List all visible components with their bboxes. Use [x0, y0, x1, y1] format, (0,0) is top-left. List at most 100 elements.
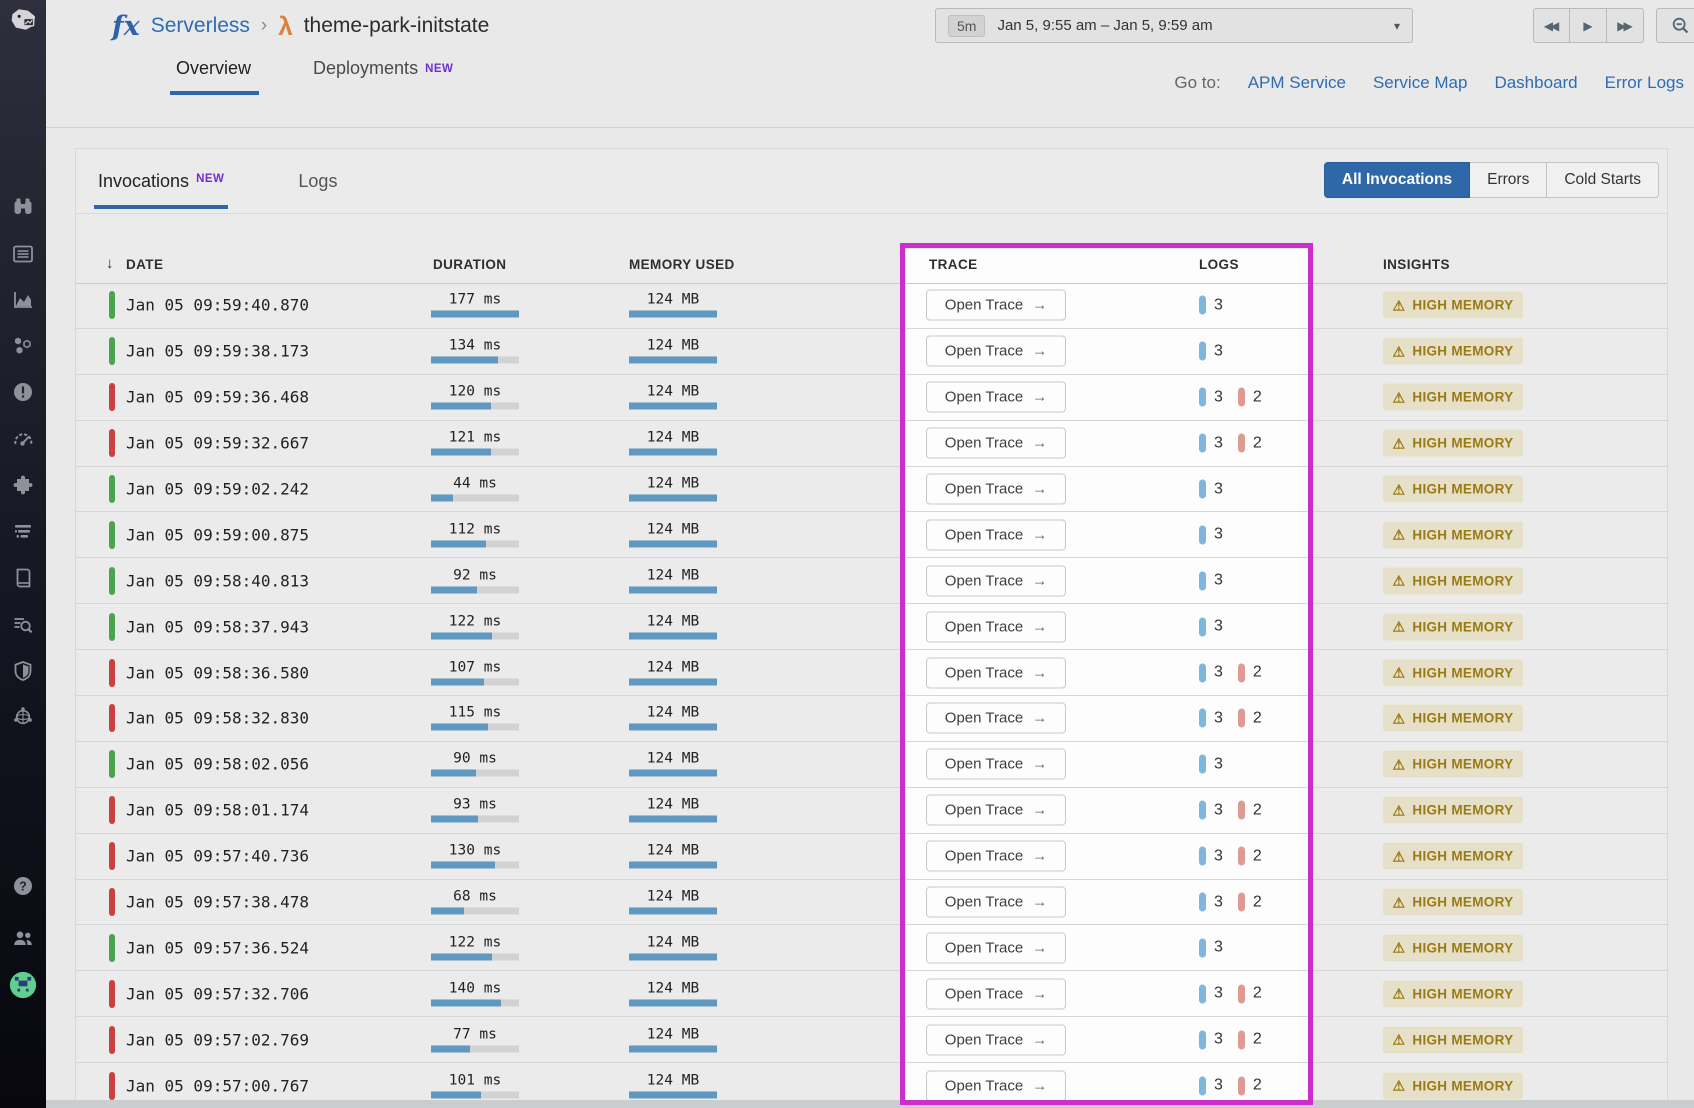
invocation-row[interactable]: Jan 05 09:59:32.667 121 ms 124 MB Open T… — [76, 421, 1667, 467]
error-log-count[interactable]: 2 — [1238, 801, 1262, 820]
invocation-row[interactable]: Jan 05 09:59:36.468 120 ms 124 MB Open T… — [76, 375, 1667, 421]
invocation-row[interactable]: Jan 05 09:58:40.813 92 ms 124 MB Open Tr… — [76, 558, 1667, 604]
invocation-row[interactable]: Jan 05 09:58:36.580 107 ms 124 MB Open T… — [76, 650, 1667, 696]
help-icon[interactable]: ? — [11, 874, 35, 898]
error-log-count[interactable]: 2 — [1238, 663, 1262, 682]
notebooks-icon[interactable] — [11, 566, 35, 590]
info-log-count[interactable]: 3 — [1199, 801, 1223, 820]
info-log-count[interactable]: 3 — [1199, 938, 1223, 957]
open-trace-button[interactable]: Open Trace→ — [926, 795, 1066, 826]
info-log-count[interactable]: 3 — [1199, 709, 1223, 728]
error-log-count[interactable]: 2 — [1238, 709, 1262, 728]
error-log-count[interactable]: 2 — [1238, 893, 1262, 912]
open-trace-button[interactable]: Open Trace→ — [926, 887, 1066, 918]
open-trace-button[interactable]: Open Trace→ — [926, 336, 1066, 367]
goto-dashboard[interactable]: Dashboard — [1494, 73, 1577, 93]
info-log-count[interactable]: 3 — [1199, 525, 1223, 544]
invocation-row[interactable]: Jan 05 09:57:02.769 77 ms 124 MB Open Tr… — [76, 1017, 1667, 1063]
open-trace-button[interactable]: Open Trace→ — [926, 1070, 1066, 1100]
open-trace-button[interactable]: Open Trace→ — [926, 565, 1066, 596]
open-trace-button[interactable]: Open Trace→ — [926, 474, 1066, 505]
logs-icon[interactable] — [11, 613, 35, 637]
logs-cell[interactable]: 3 — [1199, 571, 1223, 590]
tab-logs[interactable]: Logs — [298, 149, 337, 213]
open-trace-button[interactable]: Open Trace→ — [926, 703, 1066, 734]
info-log-count[interactable]: 3 — [1199, 1030, 1223, 1049]
logs-cell[interactable]: 3 — [1199, 617, 1223, 636]
logs-cell[interactable]: 3 2 — [1199, 984, 1262, 1003]
info-log-count[interactable]: 3 — [1199, 847, 1223, 866]
logs-cell[interactable]: 3 — [1199, 296, 1223, 315]
traces-icon[interactable] — [11, 520, 35, 544]
invocation-row[interactable]: Jan 05 09:59:38.173 134 ms 124 MB Open T… — [76, 329, 1667, 375]
invocation-row[interactable]: Jan 05 09:59:02.242 44 ms 124 MB Open Tr… — [76, 467, 1667, 513]
goto-apm-service[interactable]: APM Service — [1248, 73, 1346, 93]
info-log-count[interactable]: 3 — [1199, 663, 1223, 682]
invocation-row[interactable]: Jan 05 09:57:40.736 130 ms 124 MB Open T… — [76, 834, 1667, 880]
open-trace-button[interactable]: Open Trace→ — [926, 657, 1066, 688]
integrations-icon[interactable] — [11, 474, 35, 498]
info-log-count[interactable]: 3 — [1199, 434, 1223, 453]
invocation-row[interactable]: Jan 05 09:57:38.478 68 ms 124 MB Open Tr… — [76, 880, 1667, 926]
open-trace-button[interactable]: Open Trace→ — [926, 932, 1066, 963]
apm-gauge-icon[interactable] — [11, 427, 35, 451]
time-range-picker[interactable]: 5m Jan 5, 9:55 am – Jan 5, 9:59 am ▾ — [935, 8, 1413, 43]
events-icon[interactable] — [11, 242, 35, 266]
invocation-row[interactable]: Jan 05 09:58:32.830 115 ms 124 MB Open T… — [76, 696, 1667, 742]
time-play-button[interactable]: ▶ — [1570, 8, 1607, 43]
logs-cell[interactable]: 3 2 — [1199, 709, 1262, 728]
logs-cell[interactable]: 3 2 — [1199, 1076, 1262, 1095]
info-log-count[interactable]: 3 — [1199, 571, 1223, 590]
invocation-row[interactable]: Jan 05 09:57:32.706 140 ms 124 MB Open T… — [76, 971, 1667, 1017]
filter-cold-starts[interactable]: Cold Starts — [1547, 162, 1659, 198]
error-log-count[interactable]: 2 — [1238, 1076, 1262, 1095]
column-header-insights[interactable]: INSIGHTS — [1383, 257, 1450, 272]
tab-overview[interactable]: Overview — [176, 58, 251, 95]
logs-cell[interactable]: 3 2 — [1199, 847, 1262, 866]
info-log-count[interactable]: 3 — [1199, 388, 1223, 407]
monitors-icon[interactable] — [11, 380, 35, 404]
info-log-count[interactable]: 3 — [1199, 617, 1223, 636]
breadcrumb-serverless-link[interactable]: Serverless — [151, 14, 250, 38]
time-forward-button[interactable]: ▶▶ — [1607, 8, 1644, 43]
error-log-count[interactable]: 2 — [1238, 1030, 1262, 1049]
logs-cell[interactable]: 3 — [1199, 755, 1223, 774]
info-log-count[interactable]: 3 — [1199, 893, 1223, 912]
info-log-count[interactable]: 3 — [1199, 984, 1223, 1003]
goto-service-map[interactable]: Service Map — [1373, 73, 1467, 93]
info-log-count[interactable]: 3 — [1199, 1076, 1223, 1095]
metrics-icon[interactable] — [11, 288, 35, 312]
logs-cell[interactable]: 3 2 — [1199, 663, 1262, 682]
open-trace-button[interactable]: Open Trace→ — [926, 428, 1066, 459]
open-trace-button[interactable]: Open Trace→ — [926, 382, 1066, 413]
open-trace-button[interactable]: Open Trace→ — [926, 978, 1066, 1009]
tab-deployments[interactable]: DeploymentsNEW — [313, 58, 453, 95]
logs-cell[interactable]: 3 — [1199, 525, 1223, 544]
invocation-row[interactable]: Jan 05 09:58:37.943 122 ms 124 MB Open T… — [76, 604, 1667, 650]
logs-cell[interactable]: 3 — [1199, 342, 1223, 361]
zoom-out-button[interactable] — [1656, 8, 1694, 43]
infrastructure-icon[interactable] — [11, 334, 35, 358]
time-back-button[interactable]: ◀◀ — [1533, 8, 1570, 43]
invocation-row[interactable]: Jan 05 09:58:02.056 90 ms 124 MB Open Tr… — [76, 742, 1667, 788]
logs-cell[interactable]: 3 2 — [1199, 388, 1262, 407]
column-header-memory[interactable]: MEMORY USED — [629, 257, 735, 272]
logs-cell[interactable]: 3 2 — [1199, 434, 1262, 453]
filter-all-invocations[interactable]: All Invocations — [1324, 162, 1470, 198]
open-trace-button[interactable]: Open Trace→ — [926, 841, 1066, 872]
security-icon[interactable] — [11, 659, 35, 683]
open-trace-button[interactable]: Open Trace→ — [926, 1024, 1066, 1055]
open-trace-button[interactable]: Open Trace→ — [926, 519, 1066, 550]
column-header-date[interactable]: DATE — [126, 257, 163, 272]
open-trace-button[interactable]: Open Trace→ — [926, 290, 1066, 321]
error-log-count[interactable]: 2 — [1238, 434, 1262, 453]
watchdog-icon[interactable] — [11, 195, 35, 219]
sort-descending-icon[interactable]: ↓ — [106, 255, 114, 272]
goto-error-logs[interactable]: Error Logs — [1605, 73, 1684, 93]
logs-cell[interactable]: 3 — [1199, 480, 1223, 499]
info-log-count[interactable]: 3 — [1199, 480, 1223, 499]
error-log-count[interactable]: 2 — [1238, 388, 1262, 407]
invocation-row[interactable]: Jan 05 09:59:40.870 177 ms 124 MB Open T… — [76, 283, 1667, 329]
invocation-row[interactable]: Jan 05 09:57:36.524 122 ms 124 MB Open T… — [76, 925, 1667, 971]
open-trace-button[interactable]: Open Trace→ — [926, 749, 1066, 780]
